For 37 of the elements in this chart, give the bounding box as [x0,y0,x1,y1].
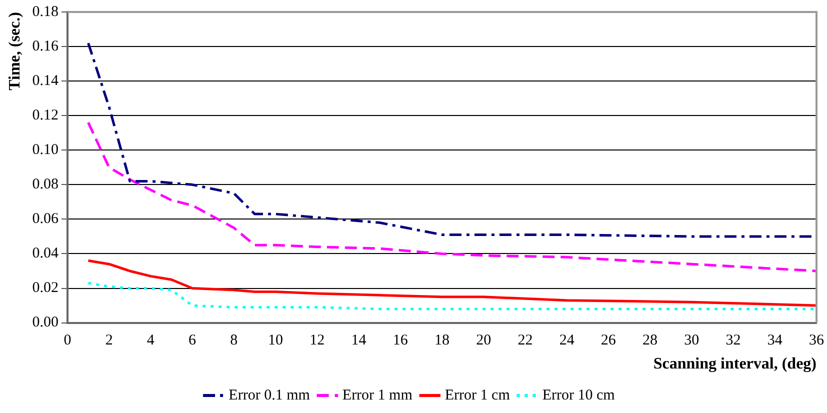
x-tick-label: 16 [392,332,408,349]
x-tick-label: 2 [105,332,113,349]
y-tick-label: 0.10 [32,142,58,158]
legend-label: Error 1 cm [444,387,510,404]
x-tick-label: 36 [809,332,824,349]
x-tick-label: 8 [230,332,238,349]
y-tick-label: 0.02 [32,280,58,296]
x-tick-label: 26 [600,332,616,349]
y-tick-label: 0.16 [32,38,59,54]
y-tick-label: 0.00 [32,314,58,331]
x-tick-label: 22 [518,332,533,349]
y-tick-label: 0.12 [32,108,58,124]
x-tick-label: 24 [559,332,575,349]
x-tick-label: 28 [642,332,658,349]
legend-label: Error 0.1 mm [228,387,310,404]
line-series [87,282,816,310]
y-tick-label: 0.06 [32,211,59,228]
y-tick-label: 0.18 [32,4,58,20]
x-tick-label: 30 [684,332,700,349]
x-tick-label: 6 [188,332,197,349]
line-series [87,121,816,272]
y-tick-label: 0.04 [32,246,59,262]
x-tick-label: 0 [64,332,72,349]
y-axis-title: Time, (sec.) [6,12,24,90]
x-tick-label: 4 [146,332,155,349]
legend-label: Error 10 cm [542,387,616,404]
x-tick-label: 10 [268,332,284,349]
legend-label: Error 1 mm [342,387,413,404]
x-tick-label: 32 [726,332,741,349]
x-tick-label: 34 [767,332,783,349]
x-tick-label: 20 [476,332,492,349]
x-tick-label: 12 [310,332,325,349]
x-tick-label: 18 [434,332,450,349]
x-tick-label: 14 [351,332,367,349]
y-tick-label: 0.14 [32,73,59,90]
y-tick-label: 0.08 [32,176,58,193]
x-axis-title: Scanning interval, (deg) [653,356,816,373]
